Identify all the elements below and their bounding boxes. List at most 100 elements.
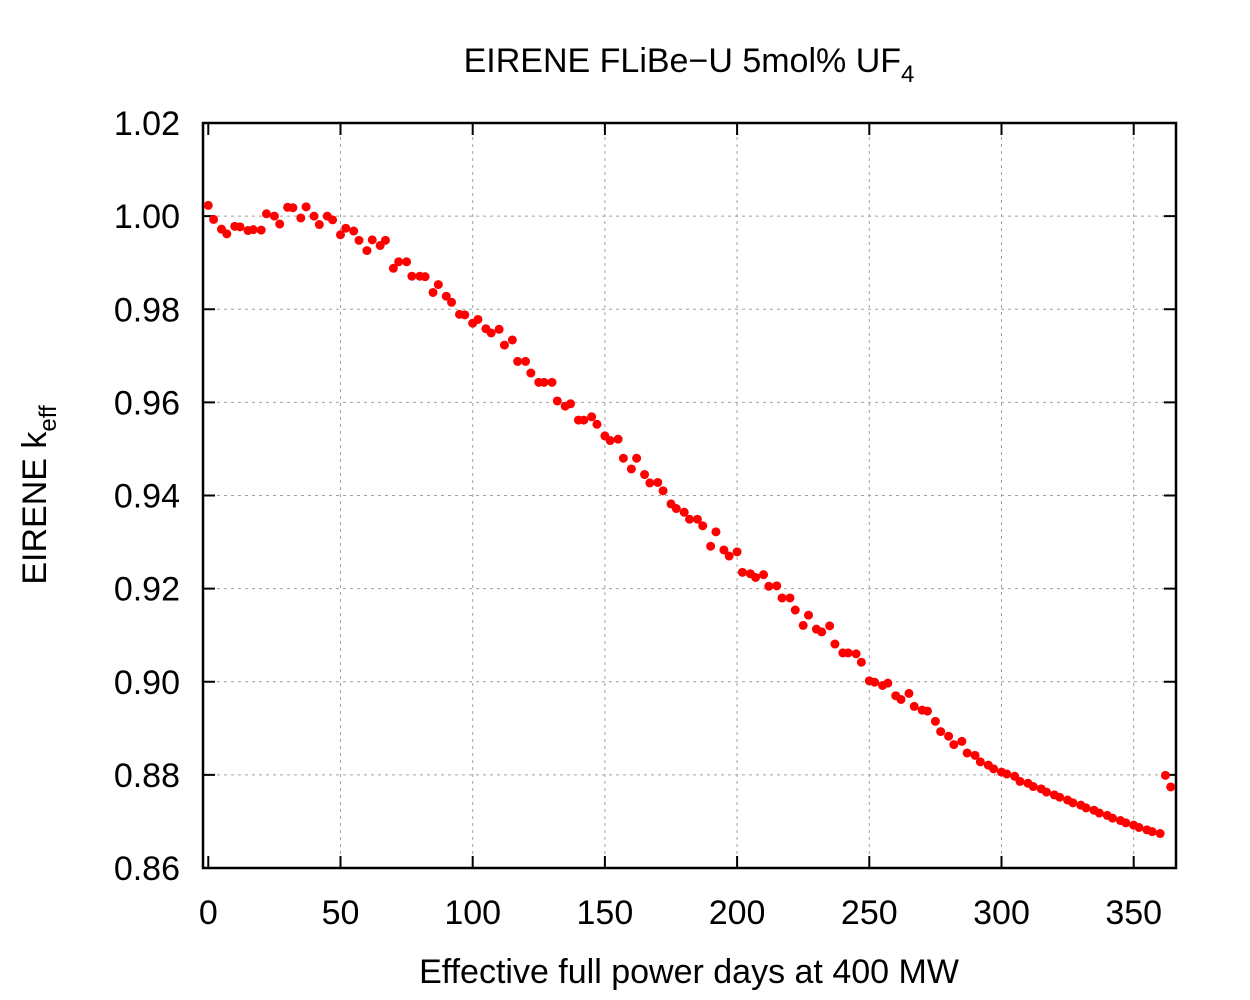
x-tick-label: 150: [577, 894, 634, 932]
data-point: [1081, 803, 1091, 813]
data-point: [579, 415, 589, 425]
data-point: [851, 649, 861, 659]
data-point: [203, 200, 213, 210]
data-point: [790, 605, 800, 615]
data-point: [275, 219, 285, 229]
data-point: [1055, 792, 1065, 802]
data-point: [706, 541, 716, 551]
data-point: [460, 310, 470, 320]
data-point: [1166, 782, 1176, 792]
data-point: [944, 731, 954, 741]
data-point: [261, 209, 271, 219]
data-point: [896, 694, 906, 704]
data-point: [1108, 813, 1118, 823]
data-point: [732, 547, 742, 557]
data-point: [341, 223, 351, 233]
data-point: [653, 477, 663, 487]
x-axis-label: Effective full power days at 400 MW: [419, 953, 959, 991]
data-point: [1041, 787, 1051, 797]
data-point: [692, 514, 702, 524]
data-point: [1147, 827, 1157, 837]
data-point: [328, 215, 338, 225]
data-point: [473, 314, 483, 324]
data-point: [989, 764, 999, 774]
data-point: [957, 736, 967, 746]
data-point: [256, 225, 266, 235]
data-point: [301, 202, 311, 212]
data-point: [362, 246, 372, 256]
data-point: [367, 235, 377, 245]
data-point: [539, 377, 549, 387]
data-point: [354, 235, 364, 245]
data-point: [737, 567, 747, 577]
data-point: [248, 225, 258, 235]
data-point: [843, 648, 853, 658]
data-point: [552, 396, 562, 406]
data-point: [803, 610, 813, 620]
data-point: [605, 436, 615, 446]
data-point: [632, 453, 642, 463]
data-point: [288, 203, 298, 213]
x-tick-label: 50: [322, 894, 360, 932]
tick-marks: [203, 122, 1176, 869]
data-point: [764, 581, 774, 591]
x-tick-label: 200: [709, 894, 766, 932]
data-point: [394, 257, 404, 267]
y-axis-label: EIRENE keff: [16, 405, 62, 585]
data-point: [949, 740, 959, 750]
data-point: [1002, 769, 1012, 779]
x-tick-label: 300: [973, 894, 1030, 932]
data-point: [1160, 770, 1170, 780]
chart-title: EIRENE FLiBe−U 5mol% UF4: [464, 42, 915, 88]
data-point: [407, 271, 417, 281]
data-point: [380, 235, 390, 245]
y-tick-label: 0.92: [114, 571, 180, 609]
data-point: [499, 340, 509, 350]
data-point: [870, 677, 880, 687]
y-tick-label: 0.94: [114, 478, 180, 516]
data-point: [513, 356, 523, 366]
grid: [203, 123, 1176, 868]
data-point: [441, 291, 451, 301]
data-point: [817, 627, 827, 637]
data-point: [930, 716, 940, 726]
data-point: [671, 504, 681, 514]
data-point: [296, 213, 306, 223]
data-point: [777, 593, 787, 603]
data-point: [759, 570, 769, 580]
x-tick-label: 100: [444, 894, 501, 932]
data-points: [203, 200, 1176, 839]
data-point: [975, 757, 985, 767]
data-point: [1121, 818, 1131, 828]
data-point: [724, 551, 734, 561]
data-point: [825, 621, 835, 631]
data-point: [962, 748, 972, 758]
y-tick-label: 0.88: [114, 757, 180, 795]
data-point: [1094, 808, 1104, 818]
data-point: [494, 324, 504, 334]
data-point: [235, 222, 245, 232]
data-point: [222, 229, 232, 239]
x-tick-label: 350: [1105, 894, 1162, 932]
data-point: [526, 368, 536, 378]
data-point: [798, 620, 808, 630]
data-point: [883, 678, 893, 688]
data-point: [645, 478, 655, 488]
data-point: [856, 657, 866, 667]
data-point: [592, 419, 602, 429]
x-tick-labels: 0 50 100 150 200 250 300 350: [199, 894, 1162, 932]
y-tick-label: 0.86: [114, 850, 180, 888]
data-point: [751, 572, 761, 582]
data-point: [658, 486, 668, 496]
data-point: [547, 377, 557, 387]
data-point: [420, 272, 430, 282]
data-point: [521, 356, 531, 366]
data-point: [428, 287, 438, 297]
y-tick-label: 1.00: [114, 198, 180, 236]
data-point: [830, 639, 840, 649]
y-tick-label: 0.98: [114, 291, 180, 329]
data-point: [626, 464, 636, 474]
data-point: [566, 399, 576, 409]
data-point: [613, 434, 623, 444]
